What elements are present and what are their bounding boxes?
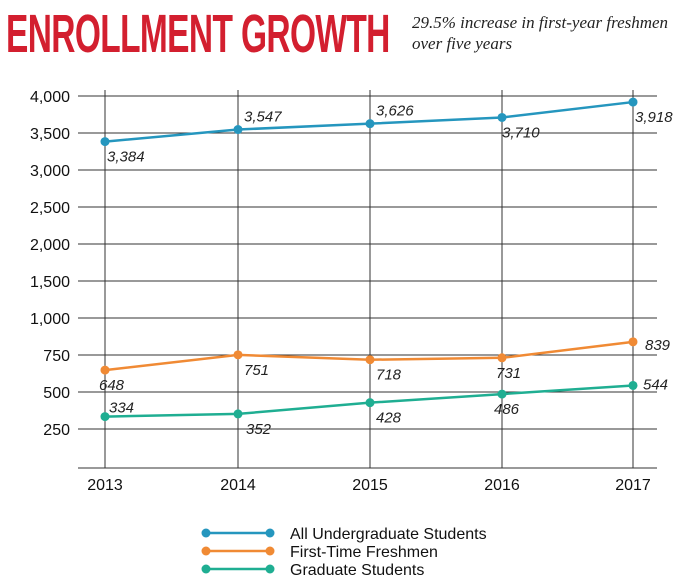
data-point xyxy=(628,337,638,347)
data-label: 839 xyxy=(645,337,671,354)
data-label: 718 xyxy=(376,367,402,384)
y-tick-label: 500 xyxy=(43,385,70,402)
data-point xyxy=(100,365,110,375)
data-point xyxy=(628,97,638,107)
x-tick-label: 2016 xyxy=(484,477,520,494)
y-tick-label: 750 xyxy=(43,348,70,365)
data-label: 352 xyxy=(246,421,272,438)
legend-label: All Undergraduate Students xyxy=(290,526,487,543)
data-point xyxy=(497,389,507,399)
data-point xyxy=(233,350,243,360)
legend-label: Graduate Students xyxy=(290,562,424,579)
chart-subtitle: 29.5% increase in first-year freshmen ov… xyxy=(412,13,669,53)
y-tick-label: 3,500 xyxy=(30,126,70,143)
legend-swatch-dot xyxy=(265,564,275,574)
y-tick-label: 2,500 xyxy=(30,200,70,217)
data-label: 751 xyxy=(244,362,269,379)
data-label: 3,626 xyxy=(376,103,414,120)
x-tick-label: 2014 xyxy=(220,477,256,494)
legend-swatch-dot xyxy=(201,528,211,538)
data-label: 648 xyxy=(99,377,125,394)
y-tick-label: 1,500 xyxy=(30,274,70,291)
data-point xyxy=(497,353,507,363)
data-label: 731 xyxy=(496,365,521,382)
x-tick-label: 2017 xyxy=(615,477,651,494)
chart-title: ENROLLMENT GROWTH xyxy=(6,4,390,64)
legend-swatch-dot xyxy=(201,564,211,574)
data-point xyxy=(100,137,110,147)
data-label: 334 xyxy=(109,400,134,417)
y-tick-label: 1,000 xyxy=(30,311,70,328)
legend-label: First-Time Freshmen xyxy=(290,544,438,561)
x-tick-label: 2013 xyxy=(87,477,123,494)
data-point xyxy=(365,355,375,365)
data-point xyxy=(233,409,243,419)
y-tick-label: 3,000 xyxy=(30,163,70,180)
data-label: 3,547 xyxy=(244,109,282,126)
legend-swatch-dot xyxy=(265,546,275,556)
legend-swatch-dot xyxy=(201,546,211,556)
y-tick-label: 250 xyxy=(43,422,70,439)
data-label: 3,384 xyxy=(107,149,145,166)
data-label: 3,710 xyxy=(502,124,540,141)
x-tick-label: 2015 xyxy=(352,477,388,494)
data-label: 428 xyxy=(376,410,402,427)
data-point xyxy=(100,412,110,422)
data-point xyxy=(628,380,638,390)
y-tick-label: 2,000 xyxy=(30,237,70,254)
legend-swatch-dot xyxy=(265,528,275,538)
data-point xyxy=(365,119,375,129)
data-point xyxy=(497,112,507,122)
data-point xyxy=(233,125,243,135)
data-point xyxy=(365,398,375,408)
data-label: 486 xyxy=(494,401,520,418)
data-label: 3,918 xyxy=(635,109,673,126)
y-tick-label: 4,000 xyxy=(30,89,70,106)
data-label: 544 xyxy=(643,376,668,393)
